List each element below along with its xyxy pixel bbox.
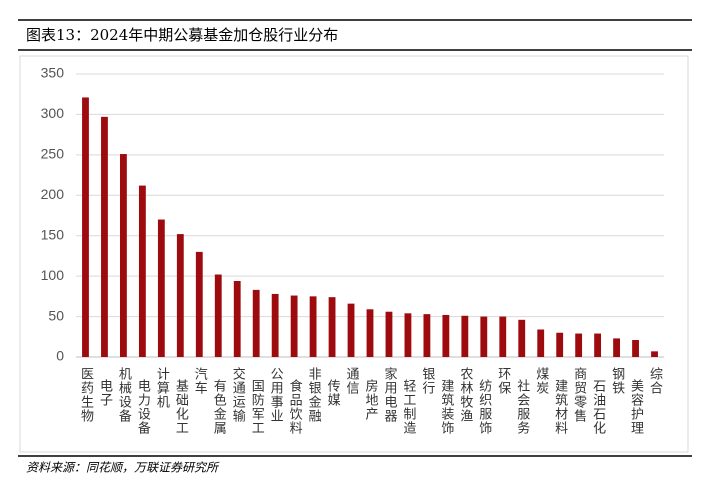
bar: [309, 296, 317, 357]
x-tick-label: 国防军工: [249, 379, 265, 435]
bar: [120, 154, 127, 357]
x-tick-label: 交通运输: [230, 366, 246, 423]
source-note: 资料来源：同花顺，万联证券研究所: [26, 461, 220, 475]
chart-frame: [19, 55, 689, 453]
bar: [233, 280, 241, 357]
x-tick-label: 建筑装饰: [438, 379, 454, 435]
x-tick-label: 综合: [647, 367, 663, 395]
x-tick-label: 商贸零售: [571, 367, 587, 423]
bar: [613, 338, 620, 357]
bar: [347, 303, 355, 357]
x-tick-label: 环保: [495, 367, 511, 395]
bar: [594, 333, 602, 357]
x-tick-label: 银行: [419, 367, 435, 395]
x-tick-label: 传媒: [325, 379, 341, 407]
bar: [157, 219, 165, 357]
bar: [480, 316, 488, 357]
x-tick-label: 煤炭: [533, 367, 549, 395]
bar: [651, 351, 658, 357]
bar: [271, 293, 279, 357]
x-tick-label: 纺织服饰: [476, 379, 492, 435]
x-tick-label: 食品饮料: [287, 378, 303, 435]
bar: [252, 289, 260, 357]
bar: [366, 309, 374, 357]
x-tick-label: 石油石化: [590, 379, 606, 435]
bar: [328, 297, 336, 357]
y-tick-label: 200: [41, 186, 65, 202]
y-tick-label: 150: [41, 226, 65, 242]
bar: [632, 340, 639, 357]
x-tick-label: 通信: [344, 367, 360, 395]
y-tick-label: 250: [41, 146, 65, 162]
bar: [518, 319, 526, 357]
x-tick-label: 美容护理: [628, 379, 644, 435]
bar: [442, 314, 450, 357]
y-tick-label: 50: [48, 307, 64, 323]
y-tick-label: 350: [41, 65, 65, 81]
bar: [82, 97, 89, 357]
x-tick-label: 家用电器: [381, 366, 397, 423]
bar: [404, 313, 412, 357]
bar: [138, 185, 146, 357]
x-tick-label: 社会服务: [514, 378, 530, 435]
bar: [499, 316, 507, 357]
x-tick-label: 建筑材料: [552, 379, 568, 435]
x-tick-label: 非银金融: [306, 367, 322, 423]
bar: [195, 251, 203, 357]
x-tick-label: 汽车: [192, 367, 208, 395]
y-tick-label: 300: [41, 105, 65, 121]
x-tick-label: 电力设备: [135, 379, 151, 435]
bar: [556, 332, 564, 357]
x-tick-label: 农林牧渔: [457, 367, 473, 423]
x-tick-label: 电子: [97, 379, 113, 407]
x-tick-label: 公用事业: [268, 367, 284, 423]
x-tick-label: 房地产: [363, 378, 379, 421]
y-tick-label: 100: [41, 267, 65, 283]
bar: [290, 295, 298, 357]
chart-title: 图表13：2024年中期公募基金加仓股行业分布: [26, 26, 338, 44]
x-tick-label: 有色金属: [211, 379, 227, 435]
bar: [176, 234, 184, 357]
bar: [385, 311, 393, 357]
x-tick-label: 基础化工: [173, 379, 189, 435]
bar: [101, 116, 108, 358]
bar: [461, 315, 469, 357]
bar: [537, 329, 545, 357]
x-tick-label: 轻工制造: [400, 379, 416, 435]
x-tick-label: 机械设备: [116, 367, 132, 423]
bar: [575, 333, 583, 357]
x-tick-label: 医药生物: [78, 367, 94, 423]
x-tick-label: 钢铁: [609, 367, 625, 395]
y-tick-label: 0: [56, 348, 64, 364]
bar: [214, 274, 222, 357]
bar: [423, 314, 431, 357]
x-tick-label: 计算机: [154, 367, 170, 409]
